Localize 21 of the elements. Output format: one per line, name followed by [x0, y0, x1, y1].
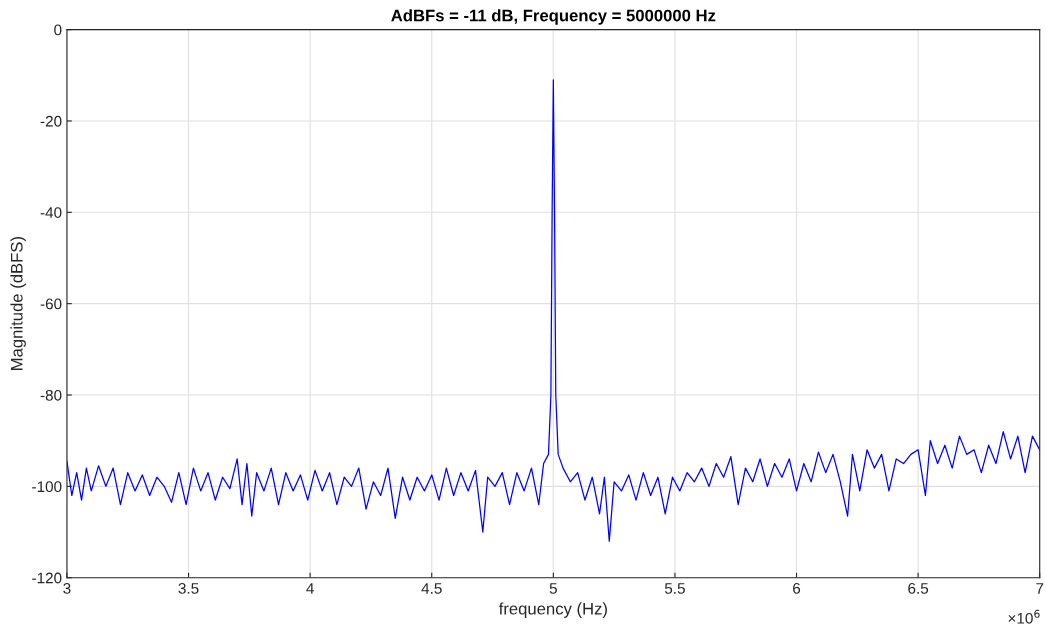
x-axis-title: frequency (Hz) — [498, 602, 607, 618]
x-tick-label: 3 — [63, 582, 71, 594]
x-tick-label: 4 — [306, 583, 314, 594]
y-tick-label: -40 — [40, 207, 62, 218]
x-tick-label: 7 — [1036, 583, 1044, 594]
text: ×10$^{6}$ — [1008, 609, 1040, 624]
x-tick-label: 6.5 — [908, 582, 929, 594]
x-tick-label: 3.5 — [178, 582, 199, 594]
y-tick-label: 0 — [54, 24, 62, 36]
y-tick-label: -60 — [40, 298, 62, 310]
y-axis-title: Magnitude (dBFS) — [10, 237, 26, 370]
x-tick-label: 5.5 — [664, 583, 685, 594]
y-tick-label: -20 — [40, 115, 62, 127]
y-tick-label: -80 — [40, 389, 62, 401]
x-tick-label: 5 — [549, 583, 557, 594]
x-tick-label: 4.5 — [421, 583, 442, 594]
y-tick-label: -100 — [32, 481, 62, 493]
x-tick-label: 6 — [793, 582, 801, 594]
chart-title: AdBFs = -11 dB, Frequency = 5000000 Hz — [391, 9, 716, 25]
y-tick-label: -120 — [32, 572, 62, 584]
line-series — [66, 79, 1040, 542]
